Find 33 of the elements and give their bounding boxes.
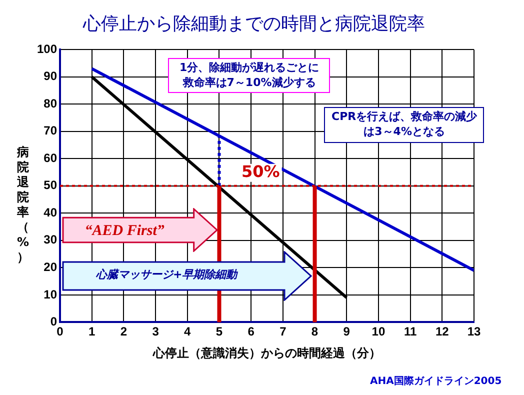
- annotation: 心臓マッサージ+早期除細動: [95, 268, 239, 284]
- x-tick-label: 7: [280, 324, 287, 339]
- y-axis-title: 病院退院率（%）: [16, 145, 30, 265]
- y-tick-label: 50: [44, 178, 58, 192]
- x-tick-label: 3: [152, 324, 160, 339]
- x-tick-label: 11: [404, 324, 417, 339]
- x-tick-label: 10: [372, 324, 386, 339]
- y-tick-label: 40: [44, 205, 58, 220]
- x-tick-label: 1: [88, 324, 96, 339]
- x-tick-label: 8: [311, 324, 318, 339]
- chart-title: 心停止から除細動までの時間と病院退院率: [82, 13, 425, 34]
- y-tick-label: 70: [44, 124, 58, 138]
- x-tick-label: 6: [248, 324, 255, 339]
- x-tick-label: 5: [216, 324, 223, 339]
- y-tick-label: 60: [44, 150, 58, 165]
- x-tick-label: 12: [435, 324, 450, 339]
- x-tick-label: 13: [467, 324, 481, 339]
- y-tick-label: 100: [36, 42, 58, 56]
- x-tick-label: 4: [184, 324, 192, 339]
- x-tick-label: 2: [120, 324, 128, 339]
- x-tick-label: 9: [343, 324, 350, 339]
- ref-line-label: 50%: [242, 162, 280, 182]
- y-tick-label: 10: [44, 287, 58, 302]
- annotation: CPRを行えば、救命率の減少は3～4%となる: [324, 106, 484, 143]
- y-tick-label: 20: [44, 260, 58, 274]
- annotation: 1分、除細動が遅れるごとに救命率は7～10%減少する: [168, 58, 330, 94]
- y-tick-label: 30: [44, 232, 58, 247]
- y-tick-label: 0: [50, 314, 58, 329]
- y-tick-label: 80: [44, 96, 58, 110]
- y-tick-label: 90: [44, 69, 58, 84]
- x-axis-title: 心停止（意識消失）からの時間経過（分）: [152, 346, 382, 360]
- text: AHA国際ガイドライン2005: [370, 375, 502, 388]
- annotation: “AED First”: [84, 222, 166, 241]
